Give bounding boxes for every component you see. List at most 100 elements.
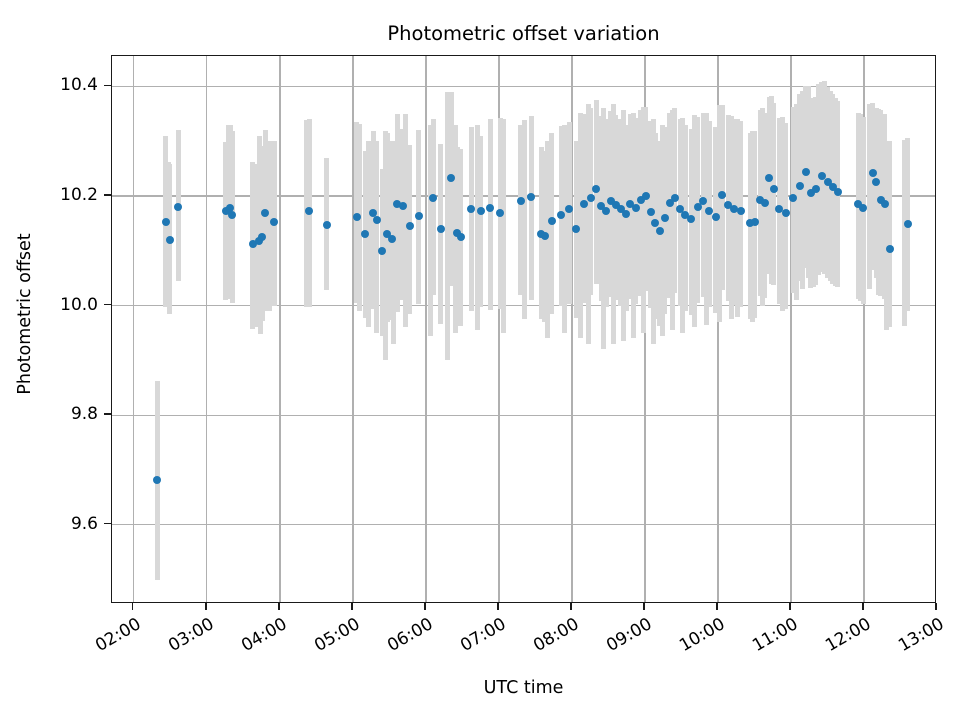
x-axis-label: UTC time (483, 678, 564, 698)
error-bar (650, 119, 656, 344)
data-point-marker (228, 210, 237, 219)
x-tick-label: 12:00 (822, 614, 875, 656)
error-bar (383, 131, 389, 361)
x-tick-label: 10:00 (676, 614, 729, 656)
error-bar (528, 116, 534, 301)
data-point-marker (496, 209, 505, 218)
data-point-marker (226, 204, 235, 212)
error-bar (620, 110, 626, 342)
data-point-marker (414, 212, 423, 221)
x-tick-label: 13:00 (895, 614, 948, 656)
error-bar (692, 114, 698, 328)
error-bar (867, 103, 873, 290)
data-point-marker (817, 172, 826, 181)
data-point-marker (305, 207, 314, 216)
data-point-marker (775, 205, 784, 214)
data-point-marker (456, 232, 465, 241)
data-point-marker (153, 475, 162, 484)
data-point-marker (405, 221, 414, 230)
data-point-marker (660, 213, 669, 222)
y-tick-label: 9.6 (70, 513, 98, 534)
data-point-marker (693, 202, 702, 211)
chart-title: Photometric offset variation (387, 22, 660, 45)
error-bar (641, 107, 647, 333)
data-point-marker (756, 196, 765, 205)
error-bar (400, 129, 406, 301)
data-point-marker (447, 174, 456, 183)
error-bar (445, 91, 451, 361)
y-axis-label: Photometric offset (15, 233, 35, 395)
data-point-marker (705, 207, 714, 216)
data-point-marker (903, 220, 912, 229)
data-point-marker (486, 204, 495, 212)
error-bar (806, 86, 812, 279)
error-bar (500, 119, 506, 333)
data-point-marker (557, 211, 565, 220)
error-bar (427, 124, 433, 336)
gridline-vertical (498, 56, 500, 602)
x-tick-label: 05:00 (310, 614, 364, 656)
error-bar (374, 141, 380, 333)
x-tick-mark (789, 603, 791, 610)
x-tick-mark (862, 603, 864, 610)
data-point-marker (651, 219, 660, 228)
error-bar (430, 119, 436, 295)
data-point-marker (687, 214, 695, 223)
data-point-marker (372, 216, 381, 225)
data-point-marker (572, 224, 581, 233)
data-point-marker (606, 197, 615, 206)
data-point-marker (221, 207, 230, 216)
error-bar (760, 108, 766, 306)
data-point-marker (516, 197, 525, 206)
error-bar (803, 86, 809, 269)
data-point-marker (547, 216, 556, 225)
data-point-marker (885, 244, 894, 253)
data-point-marker (322, 221, 331, 229)
gridline-vertical (352, 56, 354, 602)
error-bar (468, 127, 474, 312)
x-tick-mark (935, 603, 937, 610)
x-tick-mark (132, 603, 134, 610)
error-bar (522, 120, 527, 320)
gridline-vertical (863, 56, 865, 602)
data-point-marker (597, 202, 606, 211)
data-point-marker (795, 182, 804, 191)
data-point-marker (602, 207, 611, 216)
data-point-marker (387, 234, 396, 243)
y-tick-label: 10.0 (60, 294, 98, 315)
data-point-marker (676, 205, 685, 214)
data-point-marker (646, 208, 655, 217)
data-point-marker (854, 199, 863, 208)
data-point-marker (665, 198, 674, 207)
data-point-marker (641, 191, 650, 200)
data-point-marker (453, 228, 462, 237)
data-point-marker (255, 237, 264, 246)
data-point-marker (631, 204, 640, 212)
error-bar (870, 102, 876, 270)
data-point-marker (527, 193, 536, 202)
gridline-vertical (571, 56, 573, 602)
y-tick-label: 10.2 (60, 184, 98, 205)
data-point-marker (801, 167, 810, 176)
gridline-vertical (133, 56, 135, 602)
data-point-marker (161, 217, 170, 226)
error-bar (884, 141, 890, 331)
data-point-marker (730, 205, 739, 214)
gridline-horizontal (112, 524, 935, 526)
error-bar (578, 112, 584, 339)
gridline-vertical (790, 56, 792, 602)
error-bar (562, 124, 568, 333)
data-point-marker (711, 213, 720, 222)
data-point-marker (165, 235, 174, 244)
error-bar (887, 141, 893, 328)
x-tick-mark (643, 603, 645, 610)
error-bar (478, 135, 484, 307)
data-point-marker (828, 183, 837, 192)
data-point-marker (769, 185, 778, 194)
x-tick-label: 02:00 (91, 614, 145, 656)
data-point-marker (429, 194, 438, 203)
plot-area (111, 55, 936, 603)
data-point-marker (436, 225, 445, 234)
error-bar (518, 124, 524, 295)
x-tick-mark (716, 603, 718, 610)
